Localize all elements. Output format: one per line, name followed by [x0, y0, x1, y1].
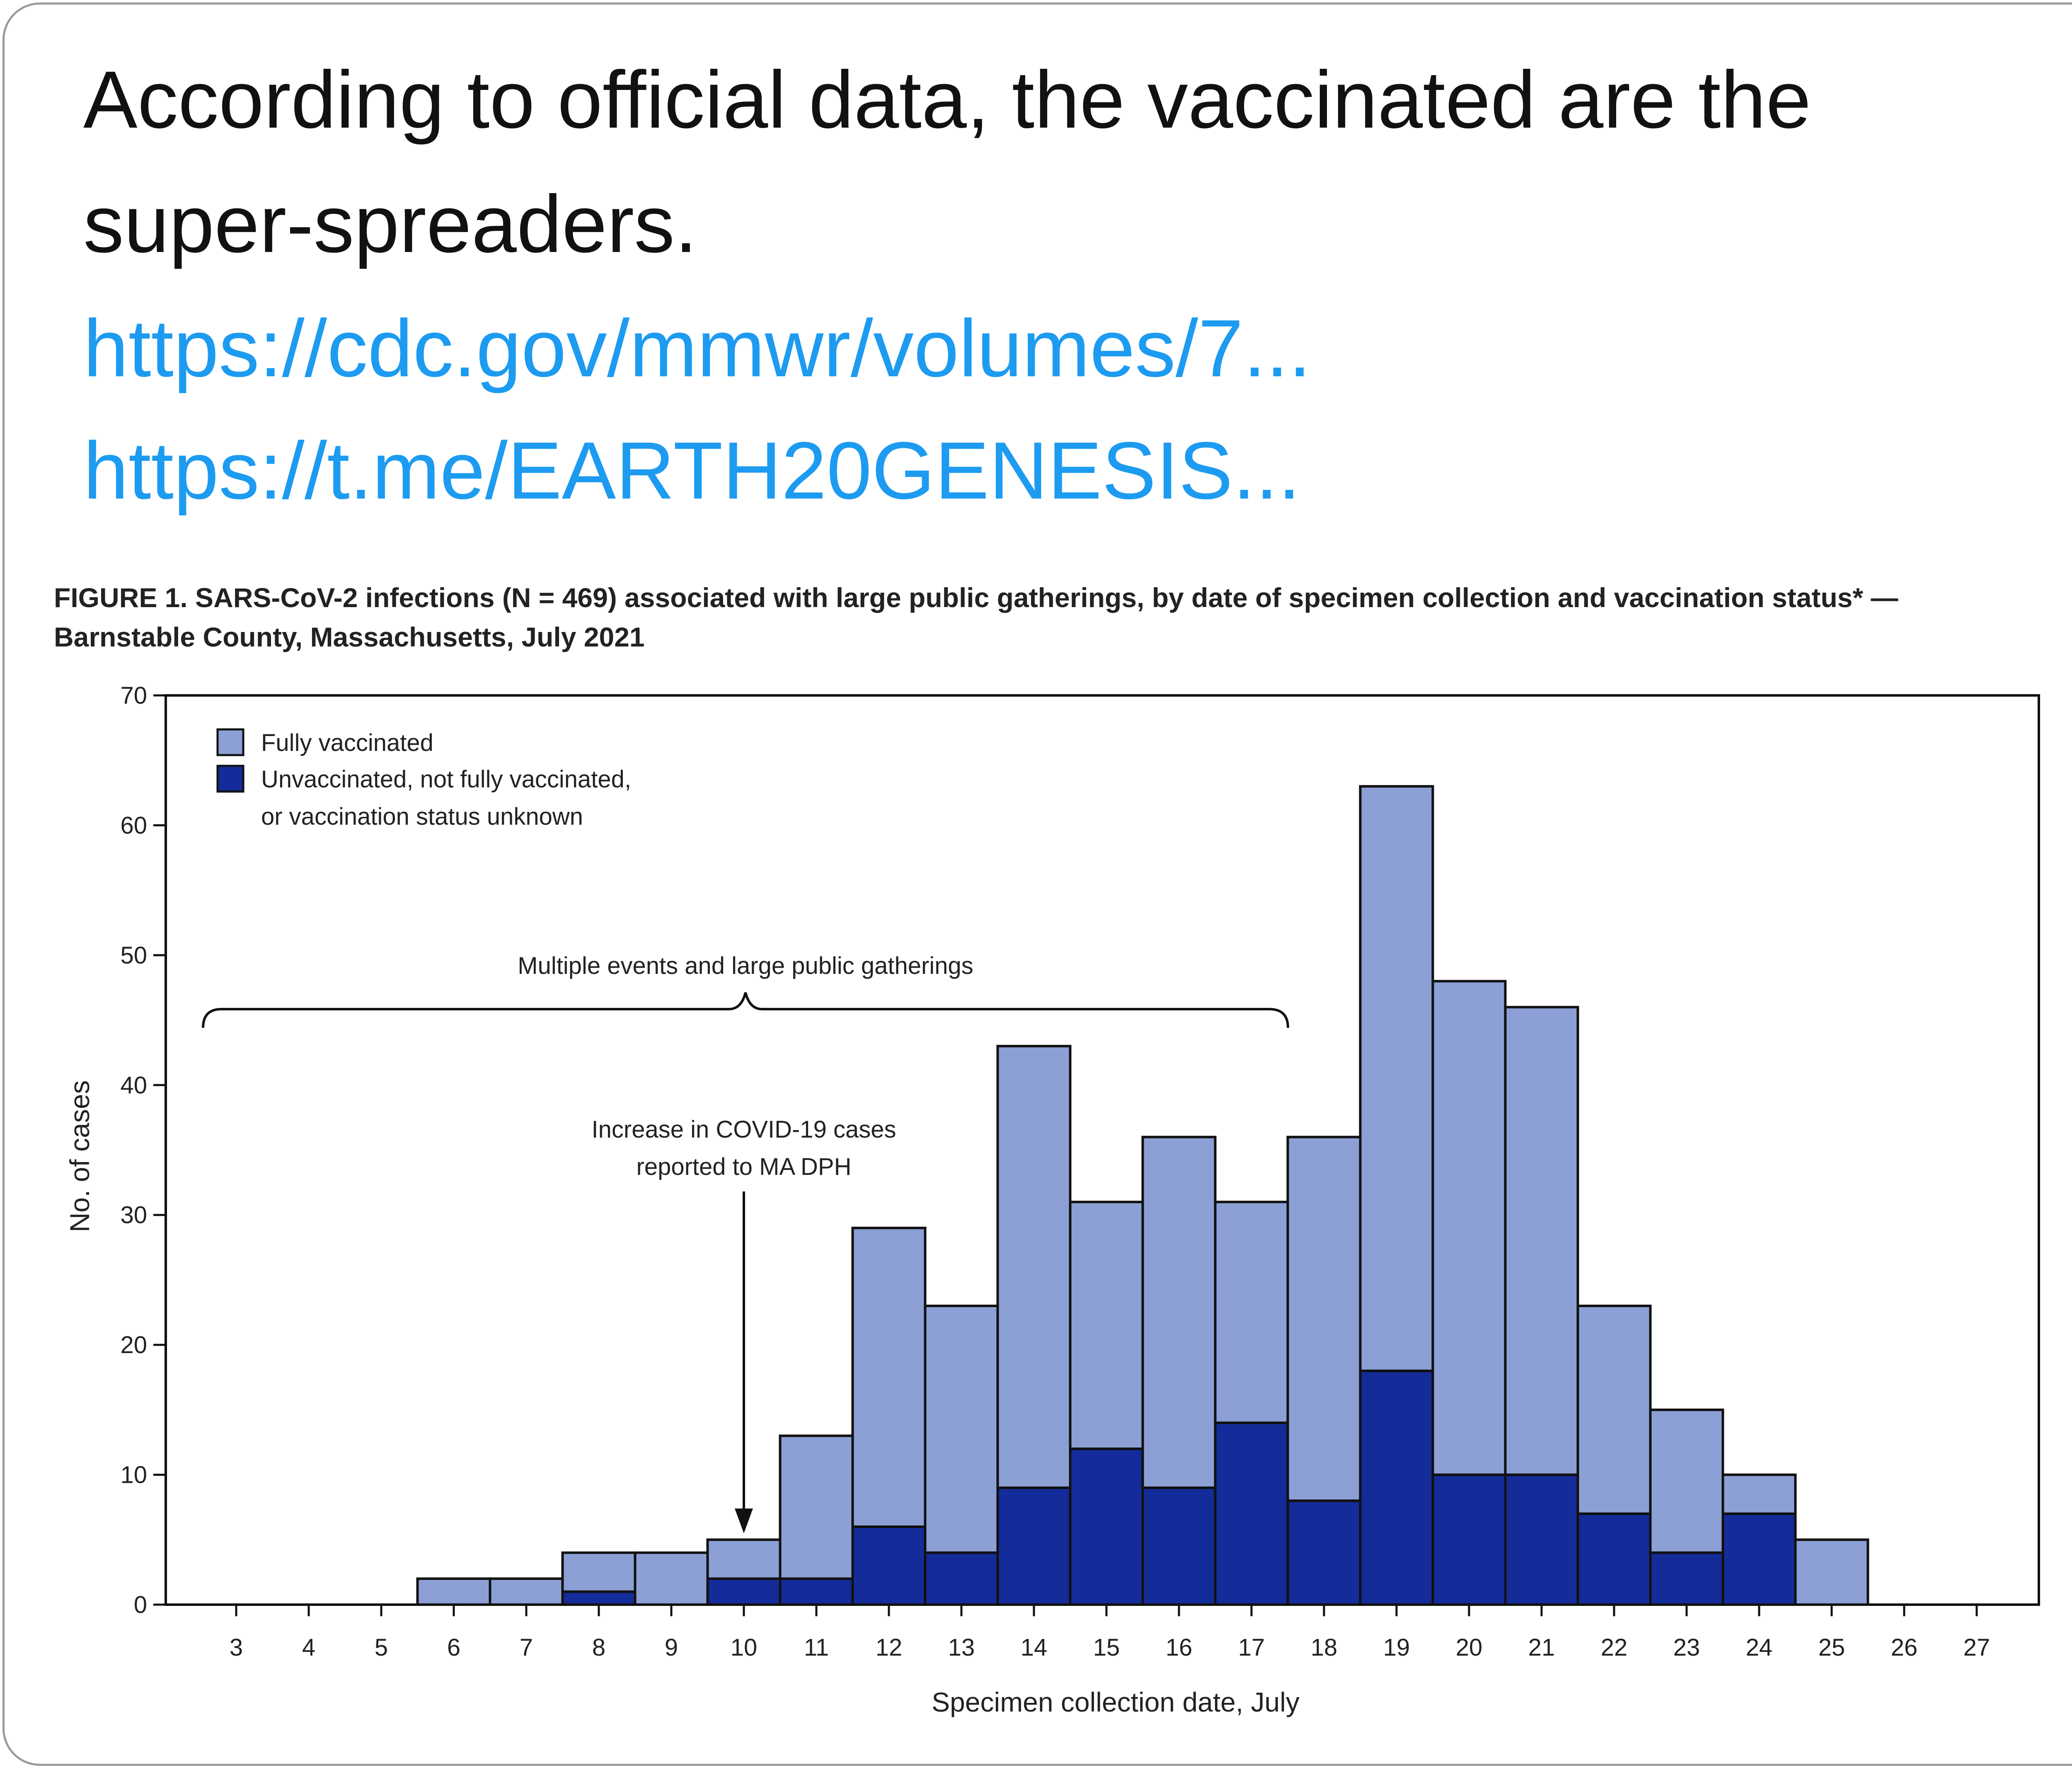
- bar-fully-vaccinated-9: [634, 1551, 709, 1606]
- x-tick-label-18: 18: [1311, 1634, 1338, 1661]
- y-tick-label-50: 50: [120, 942, 147, 969]
- legend-label-unvaccinated-line-1: Unvaccinated, not fully vaccinated,: [261, 766, 631, 793]
- y-tick-label-20: 20: [120, 1332, 147, 1358]
- x-tick-label-14: 14: [1021, 1634, 1048, 1661]
- x-tick-label-16: 16: [1166, 1634, 1193, 1661]
- bar-fully-vaccinated-25: [1794, 1538, 1869, 1606]
- bar-unvaccinated-16: [1141, 1486, 1217, 1606]
- bar-unvaccinated-14: [996, 1486, 1072, 1606]
- x-tick-label-10: 10: [731, 1634, 758, 1661]
- bar-fully-vaccinated-7: [489, 1577, 564, 1606]
- post-text-line-1: According to official data, the vaccinat…: [83, 54, 1811, 145]
- gatherings-brace-label: Multiple events and large public gatheri…: [518, 952, 973, 979]
- bar-unvaccinated-15: [1069, 1447, 1144, 1606]
- y-tick-label-40: 40: [120, 1072, 147, 1099]
- x-tick-label-27: 27: [1963, 1634, 1990, 1661]
- x-tick-label-6: 6: [447, 1634, 460, 1661]
- bar-unvaccinated-13: [924, 1551, 999, 1606]
- x-tick-label-19: 19: [1383, 1634, 1410, 1661]
- bar-unvaccinated-8: [561, 1590, 637, 1606]
- gatherings-brace: [202, 992, 1289, 1028]
- cdc-link[interactable]: https://cdc.gov/mmwr/volumes/7...: [83, 303, 1311, 394]
- x-tick-label-17: 17: [1238, 1634, 1265, 1661]
- bar-fully-vaccinated-18: [1286, 1136, 1362, 1502]
- bar-unvaccinated-12: [851, 1525, 927, 1606]
- bar-fully-vaccinated-19: [1359, 785, 1434, 1372]
- chart-title-line-1: FIGURE 1. SARS-CoV-2 infections (N = 469…: [54, 582, 1898, 613]
- x-tick-label-15: 15: [1093, 1634, 1120, 1661]
- x-tick-label-23: 23: [1673, 1634, 1700, 1661]
- plot-area: 0 10 20 30 40 50 60 70 3 4 5 6 7 8 9 10 11 12 13 14 15 16 17 18…: [120, 682, 2040, 1661]
- bar-unvaccinated-24: [1721, 1512, 1797, 1606]
- bar-unvaccinated-19: [1359, 1369, 1434, 1606]
- bar-fully-vaccinated-21: [1504, 1006, 1579, 1476]
- bar-unvaccinated-10: [706, 1577, 782, 1606]
- post-text-line-2: super-spreaders.: [83, 179, 697, 269]
- x-tick-label-12: 12: [876, 1634, 903, 1661]
- y-tick-label-70: 70: [120, 682, 147, 709]
- bar-unvaccinated-22: [1576, 1512, 1652, 1606]
- bar-unvaccinated-11: [779, 1577, 854, 1606]
- bar-fully-vaccinated-14: [996, 1045, 1072, 1489]
- y-tick-label-60: 60: [120, 812, 147, 839]
- bar-fully-vaccinated-22: [1576, 1305, 1652, 1515]
- x-tick-label-5: 5: [375, 1634, 388, 1661]
- telegram-link[interactable]: https://t.me/EARTH20GENESIS...: [83, 425, 1301, 516]
- x-tick-label-13: 13: [948, 1634, 975, 1661]
- x-tick-label-7: 7: [520, 1634, 533, 1661]
- bar-fully-vaccinated-16: [1141, 1136, 1217, 1489]
- bar-fully-vaccinated-17: [1214, 1201, 1289, 1424]
- x-tick-label-26: 26: [1891, 1634, 1918, 1661]
- bar-fully-vaccinated-15: [1069, 1201, 1144, 1450]
- x-tick-label-25: 25: [1818, 1634, 1845, 1661]
- x-tick-label-9: 9: [665, 1634, 678, 1661]
- bar-unvaccinated-18: [1286, 1499, 1362, 1606]
- x-tick-label-24: 24: [1746, 1634, 1773, 1661]
- x-tick-label-8: 8: [592, 1634, 605, 1661]
- bar-fully-vaccinated-20: [1431, 980, 1507, 1476]
- bar-fully-vaccinated-10: [706, 1538, 782, 1580]
- y-axis-label: No. of cases: [64, 1080, 95, 1232]
- x-tick-label-4: 4: [302, 1634, 315, 1661]
- x-tick-label-20: 20: [1456, 1634, 1483, 1661]
- chart-title-line-2: Barnstable County, Massachusetts, July 2…: [54, 622, 645, 652]
- x-tick-label-3: 3: [230, 1634, 243, 1661]
- bar-unvaccinated-21: [1504, 1473, 1579, 1606]
- bar-fully-vaccinated-13: [924, 1305, 999, 1554]
- arrow-label-line-1: Increase in COVID-19 cases: [592, 1116, 896, 1143]
- x-axis-label: Specimen collection date, July: [932, 1687, 1300, 1717]
- bar-fully-vaccinated-6: [416, 1577, 491, 1606]
- x-tick-label-11: 11: [804, 1634, 829, 1661]
- bar-fully-vaccinated-24: [1721, 1473, 1797, 1515]
- plot-frame: [165, 694, 2040, 1606]
- legend-swatch-unvaccinated: [216, 765, 244, 793]
- legend-label-fully-vaccinated: Fully vaccinated: [261, 729, 433, 756]
- y-tick-label-30: 30: [120, 1202, 147, 1229]
- x-tick-label-22: 22: [1601, 1634, 1628, 1661]
- legend-swatch-fully-vaccinated: [216, 728, 244, 756]
- arrow-label-line-2: reported to MA DPH: [637, 1153, 852, 1180]
- x-tick-label-21: 21: [1528, 1634, 1555, 1661]
- bar-unvaccinated-17: [1214, 1421, 1289, 1606]
- bar-fully-vaccinated-11: [779, 1434, 854, 1580]
- y-tick-label-10: 10: [120, 1462, 147, 1489]
- y-tick-label-0: 0: [134, 1591, 147, 1618]
- legend-label-unvaccinated-line-2: or vaccination status unknown: [261, 803, 583, 830]
- bar-unvaccinated-23: [1649, 1551, 1724, 1606]
- bar-fully-vaccinated-8: [561, 1551, 637, 1593]
- bar-unvaccinated-20: [1431, 1473, 1507, 1606]
- bar-fully-vaccinated-23: [1649, 1408, 1724, 1554]
- arrow-head: [735, 1508, 753, 1533]
- bar-fully-vaccinated-12: [851, 1227, 927, 1528]
